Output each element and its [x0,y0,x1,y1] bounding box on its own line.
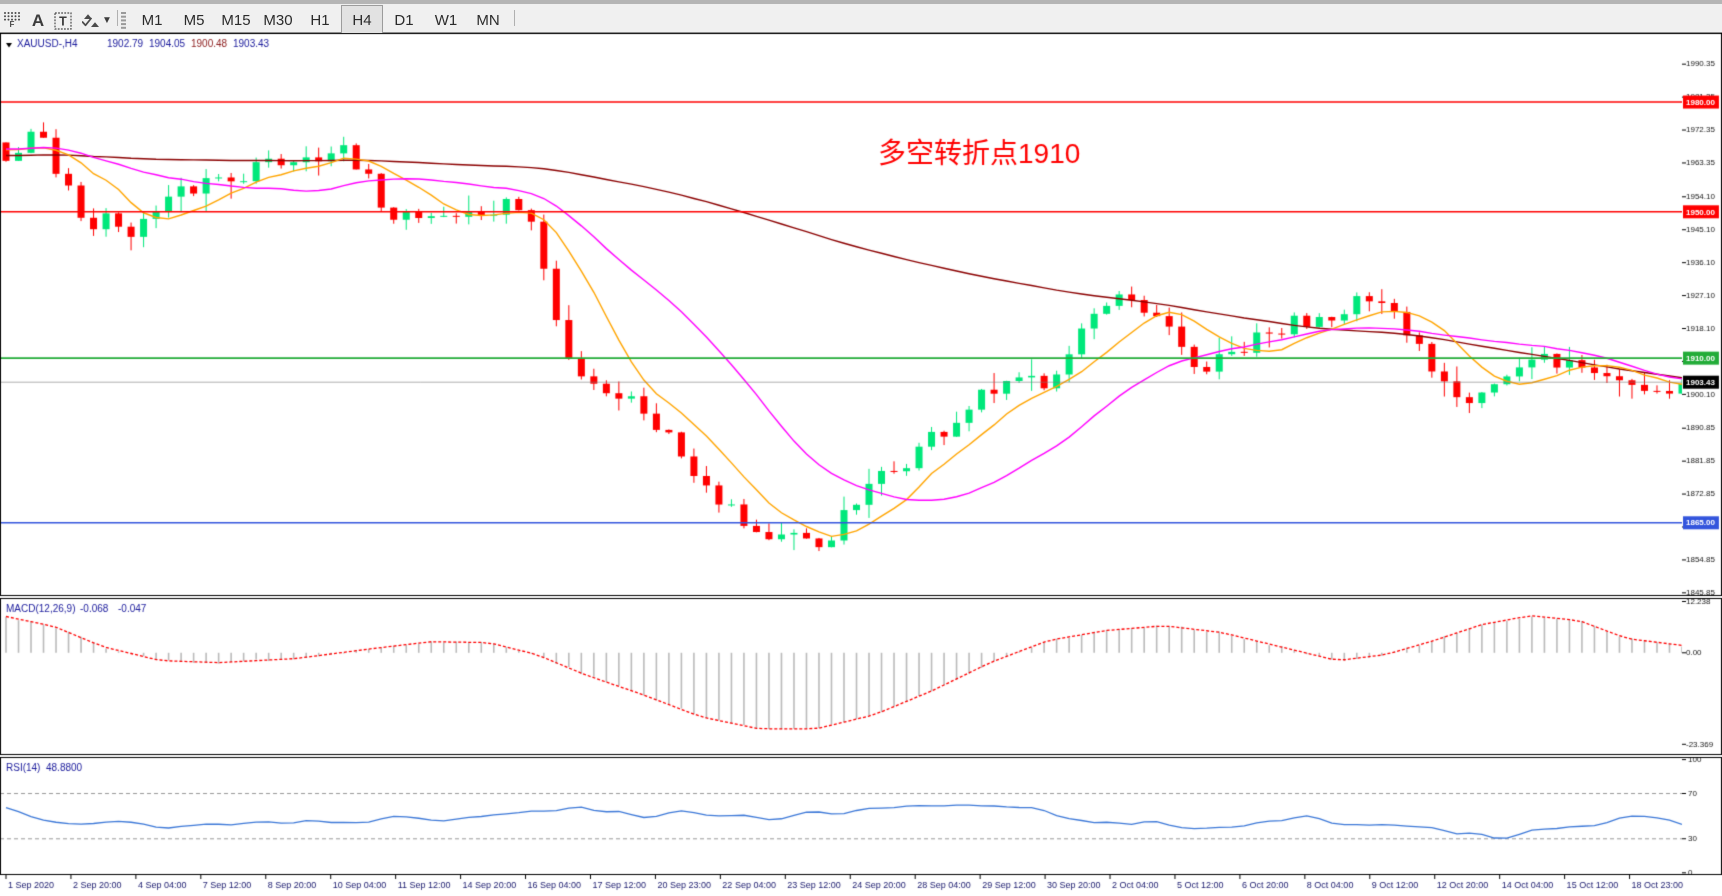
svg-text:T: T [59,14,67,28]
